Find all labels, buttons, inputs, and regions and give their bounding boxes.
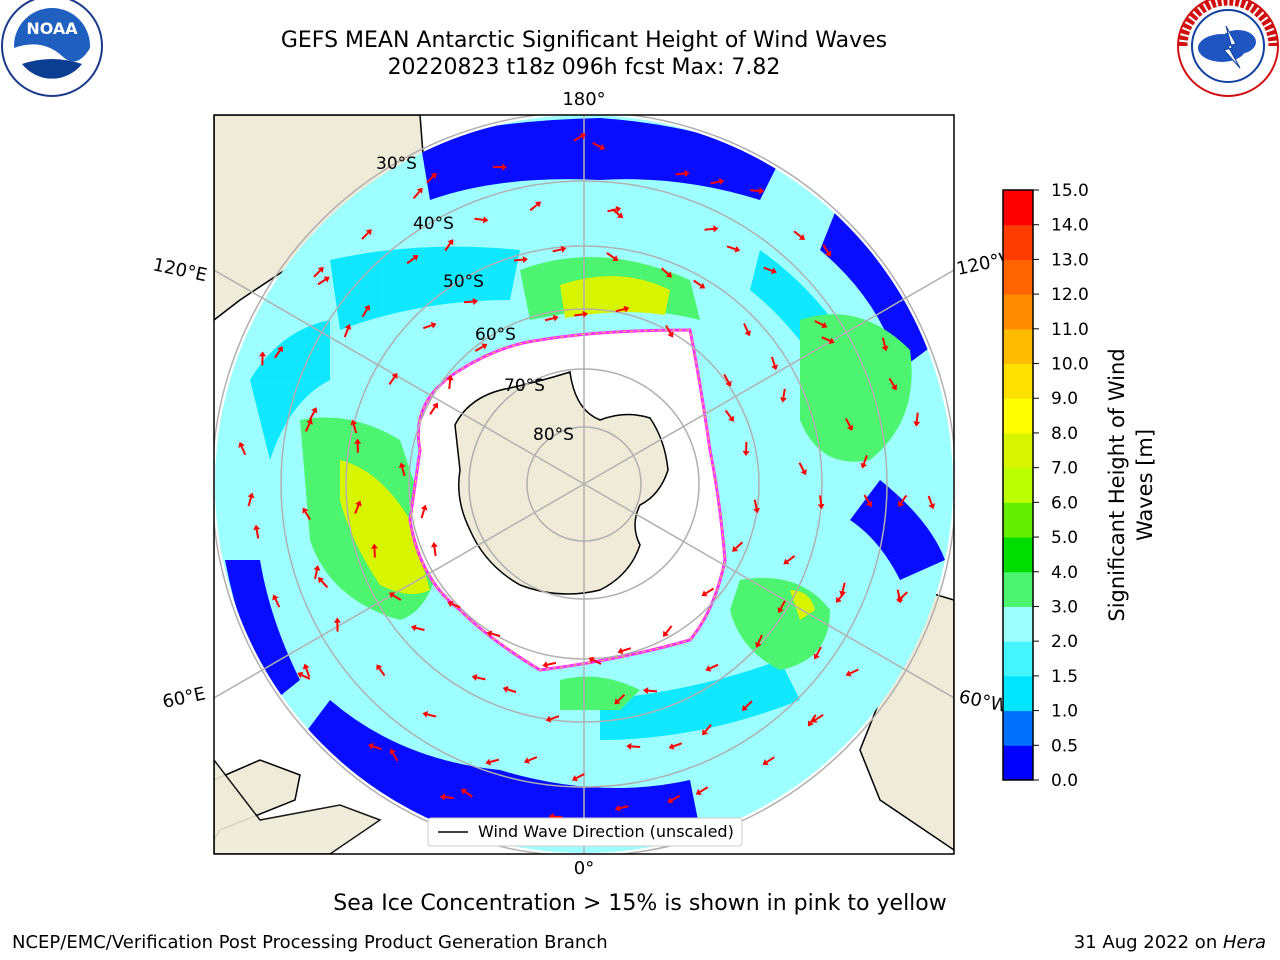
footer-host: Hera [1223, 932, 1266, 953]
colorbar-swatch [1003, 329, 1033, 364]
colorbar-swatch [1003, 259, 1033, 294]
sea-ice-note: Sea Ice Concentration > 15% is shown in … [0, 891, 1280, 916]
colorbar-tick-label: 1.5 [1051, 667, 1078, 687]
wave-direction-arrow [574, 314, 583, 315]
lat-label-50s: 50°S [443, 272, 484, 292]
lon-label-60w: 60°W [957, 686, 1010, 717]
colorbar-tick-label: 0.5 [1051, 736, 1078, 756]
lat-label-80s: 80°S [533, 425, 574, 445]
colorbar-swatch [1003, 364, 1033, 399]
footer-date-text: 31 Aug 2022 on [1074, 932, 1223, 953]
colorbar-swatch [1003, 225, 1033, 260]
colorbar-tick-label: 5.0 [1051, 528, 1078, 548]
colorbar: 0.0 0.5 1.0 1.5 2.0 3.0 4.0 5.0 6.0 7.0 8.0 9.0 10.0… [1003, 181, 1089, 791]
colorbar-tick-label: 0.0 [1051, 771, 1078, 791]
colorbar-tick-label: 12.0 [1051, 285, 1089, 305]
colorbar-swatch [1003, 745, 1033, 780]
colorbar-swatch [1003, 606, 1033, 641]
colorbar-swatch [1003, 537, 1033, 572]
colorbar-swatch [1003, 190, 1033, 225]
noaa-logo-text: NOAA [26, 19, 78, 38]
wave-direction-arrow [434, 547, 435, 556]
wave-direction-arrow [917, 413, 918, 422]
colorbar-tick-label: 4.0 [1051, 563, 1078, 583]
wave-direction-arrow [705, 229, 714, 230]
colorbar-swatch [1003, 398, 1033, 433]
wave-direction-arrow [676, 174, 685, 175]
footer-branch: NCEP/EMC/Verification Post Processing Pr… [12, 932, 608, 953]
colorbar-swatch [1003, 294, 1033, 329]
colorbar-swatch [1003, 468, 1033, 503]
colorbar-tick-label: 11.0 [1051, 320, 1089, 340]
wave-direction-arrow [648, 691, 657, 692]
wave-direction-arrow [750, 190, 759, 191]
footer-date: 31 Aug 2022 on Hera [1074, 932, 1266, 953]
wave-direction-arrow [464, 301, 473, 302]
colorbar-swatch [1003, 502, 1033, 537]
lon-label-60e: 60°E [161, 683, 208, 713]
colorbar-tick-label: 10.0 [1051, 355, 1089, 375]
colorbar-tick-label: 15.0 [1051, 181, 1089, 201]
wave-direction-arrow [514, 260, 523, 261]
colorbar-tick-label: 13.0 [1051, 250, 1089, 270]
colorbar-tick-label: 6.0 [1051, 493, 1078, 513]
lat-label-40s: 40°S [413, 214, 454, 234]
colorbar-tick-label: 2.0 [1051, 632, 1078, 652]
colorbar-tick-label: 7.0 [1051, 459, 1078, 479]
wave-direction-arrow [445, 797, 454, 798]
lon-label-180: 180° [562, 89, 605, 110]
colorbar-swatch [1003, 641, 1033, 676]
wave-direction-arrow [554, 817, 563, 818]
lat-label-30s: 30°S [376, 154, 417, 174]
colorbar-swatch [1003, 572, 1033, 607]
noaa-logo-icon: NOAA [2, 0, 102, 96]
colorbar-swatch [1003, 711, 1033, 746]
wave-direction-arrow [783, 389, 784, 398]
colorbar-label-line2: Waves [m] [1133, 429, 1157, 541]
colorbar-tick-label: 14.0 [1051, 216, 1089, 236]
colorbar-tick-label: 8.0 [1051, 424, 1078, 444]
colorbar-tick-label: 1.0 [1051, 702, 1078, 722]
lon-label-120e: 120°E [151, 254, 209, 286]
map-legend: Wind Wave Direction (unscaled) [428, 818, 742, 846]
wave-direction-arrow [449, 380, 450, 389]
wave-direction-arrow [474, 219, 483, 220]
colorbar-label-line1: Significant Height of Wind [1105, 348, 1129, 621]
map-panel: Wind Wave Direction (unscaled) [181, 20, 987, 950]
lat-label-60s: 60°S [475, 325, 516, 345]
colorbar-swatch [1003, 676, 1033, 711]
colorbar-swatch [1003, 433, 1033, 468]
wave-direction-arrow [631, 746, 640, 747]
lon-label-0: 0° [574, 858, 594, 879]
colorbar-tick-label: 9.0 [1051, 389, 1078, 409]
legend-label: Wind Wave Direction (unscaled) [478, 822, 734, 841]
lat-label-70s: 70°S [504, 376, 545, 396]
colorbar-tick-label: 3.0 [1051, 597, 1078, 617]
wave-direction-arrow [820, 495, 821, 504]
nws-logo-icon [1178, 0, 1278, 96]
